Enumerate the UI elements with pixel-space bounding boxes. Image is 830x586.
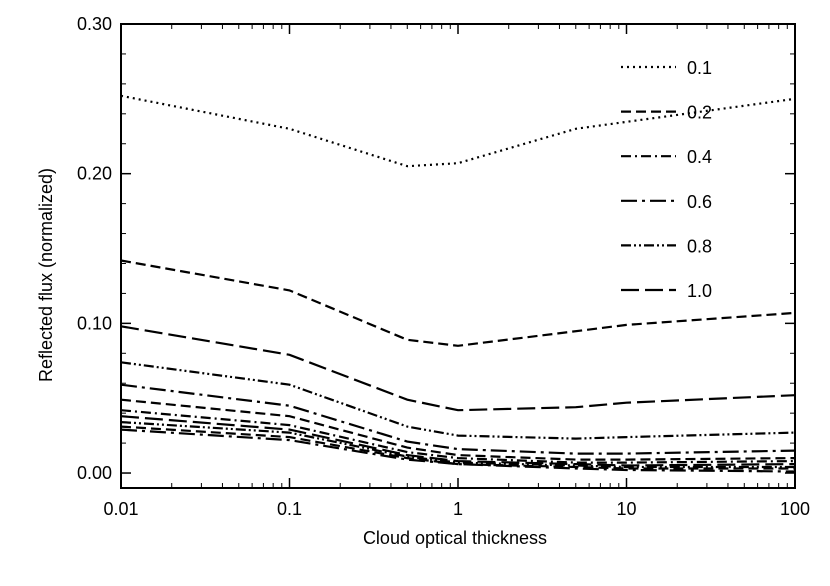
y-tick-label: 0.10 [77,313,112,333]
series-line-11 [120,428,796,473]
series-line-7 [120,409,796,464]
series-line-2 [120,259,796,347]
legend-label: 1.0 [687,281,712,301]
legend-label: 0.6 [687,192,712,212]
series-line-3 [120,325,796,412]
legend-label: 0.1 [687,58,712,78]
x-axis-title: Cloud optical thickness [363,528,547,548]
legend-label: 0.8 [687,236,712,256]
x-tick-label: 100 [780,499,810,519]
x-tick-label: 1 [453,499,463,519]
series-line-9 [120,421,795,469]
x-tick-label: 10 [616,499,636,519]
x-tick-label: 0.01 [103,499,138,519]
series-line-1 [120,94,796,168]
x-tick-label: 0.1 [277,499,302,519]
y-axis-title: Reflected flux (normalized) [36,168,56,382]
series-line-4 [120,361,796,440]
legend-label: 0.2 [687,103,712,123]
series-layer [120,94,796,473]
series-line-10 [120,425,795,470]
series-line-8 [120,415,796,467]
legend-label: 0.4 [687,147,712,167]
ticks-layer: 0.01 0.1 1 10 100 0.00 0.10 0.20 0.30 [77,14,810,519]
series-line-6 [120,398,796,461]
y-tick-label: 0.30 [77,14,112,34]
y-tick-label: 0.00 [77,463,112,483]
legend: 0.1 0.2 0.4 0.6 0.8 1.0 [621,58,712,301]
y-tick-label: 0.20 [77,164,112,184]
